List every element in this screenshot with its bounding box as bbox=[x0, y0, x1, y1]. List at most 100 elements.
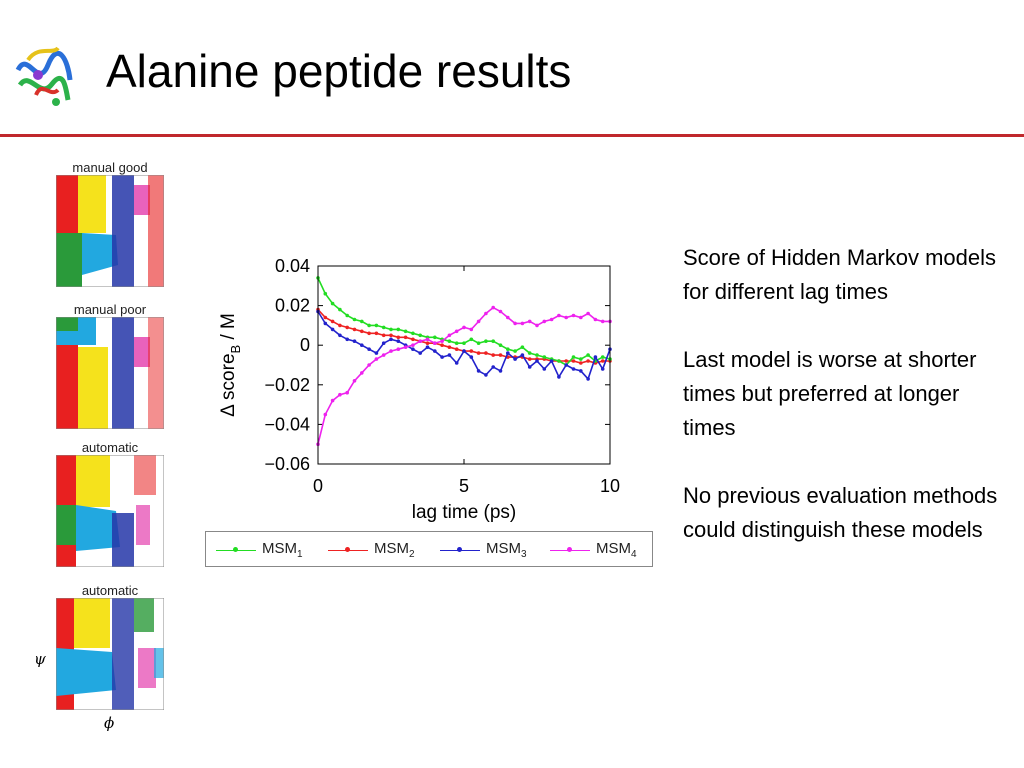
series-msm3-point bbox=[418, 351, 422, 355]
series-msm2-point bbox=[367, 331, 371, 336]
series-msm1-point bbox=[330, 301, 335, 306]
series-msm4-point bbox=[462, 325, 466, 330]
series-msm3-point bbox=[564, 363, 568, 367]
series-msm1-point bbox=[600, 355, 605, 359]
series-msm3-point bbox=[454, 361, 459, 365]
series-msm4-point bbox=[367, 363, 371, 367]
series-msm4-point bbox=[484, 311, 488, 316]
series-msm4-point bbox=[352, 379, 357, 383]
series-msm3-point bbox=[447, 353, 452, 357]
series-msm2-point bbox=[374, 331, 379, 336]
legend-swatch bbox=[216, 547, 256, 552]
series-msm1-point bbox=[454, 341, 459, 345]
series-msm4-point bbox=[330, 398, 335, 403]
series-msm1-point bbox=[535, 353, 539, 357]
series-msm4-point bbox=[520, 321, 525, 326]
y-tick-label: 0.02 bbox=[275, 296, 310, 316]
series-msm2-point bbox=[323, 315, 328, 320]
series-msm1-point bbox=[491, 339, 496, 343]
series-msm4-point bbox=[440, 339, 444, 343]
series-msm4-point bbox=[535, 323, 539, 328]
series-msm3-point bbox=[396, 339, 401, 343]
series-msm1-point bbox=[374, 323, 379, 328]
series-msm3-point bbox=[433, 349, 437, 353]
series-msm1-point bbox=[520, 345, 525, 349]
series-msm3-point bbox=[520, 353, 525, 357]
series-msm4-point bbox=[433, 341, 437, 345]
series-msm2-point bbox=[396, 335, 401, 340]
series-msm4-point bbox=[571, 313, 576, 318]
state-map-image bbox=[56, 455, 164, 567]
series-msm2-point bbox=[352, 327, 357, 332]
series-msm3-point bbox=[557, 375, 561, 379]
lag-time-chart: −0.06 −0.04 −0.02 0 0.02 0.04 0 5 10 lag time (p… bbox=[218, 256, 620, 523]
series-msm2-point bbox=[491, 353, 496, 357]
state-map-image bbox=[56, 175, 164, 287]
series-msm4-point bbox=[345, 390, 349, 395]
series-msm1-point bbox=[403, 329, 408, 334]
series-msm3-point bbox=[367, 347, 371, 351]
series-msm1-point bbox=[579, 357, 583, 361]
series-msm2-point bbox=[425, 341, 430, 345]
series-msm4-point bbox=[403, 345, 408, 349]
panel-label: manual good bbox=[72, 160, 148, 175]
series-msm3-point bbox=[506, 351, 510, 355]
series-msm3-point bbox=[352, 339, 357, 343]
series-msm1-point bbox=[433, 335, 437, 340]
series-msm3-point bbox=[571, 367, 576, 371]
series-msm1-point bbox=[367, 323, 371, 328]
series-msm4-point bbox=[586, 311, 590, 316]
series-msm2-point bbox=[586, 359, 590, 363]
series-msm3-point bbox=[323, 321, 328, 326]
series-msm3-point bbox=[411, 347, 415, 351]
series-msm2-point bbox=[411, 337, 415, 342]
series-msm1-point bbox=[513, 349, 517, 353]
panel-manual-poor: manual poor bbox=[52, 302, 168, 429]
note-text: No previous evaluation methods could dis… bbox=[683, 483, 998, 542]
series-msm3-point bbox=[338, 333, 342, 338]
series-msm3-point bbox=[345, 337, 349, 342]
y-tick-label: −0.04 bbox=[264, 414, 310, 434]
series-msm2-point bbox=[360, 329, 364, 334]
series-msm1-point bbox=[352, 317, 357, 322]
series-msm2-point bbox=[338, 323, 342, 328]
series-msm4-point bbox=[557, 313, 561, 318]
series-msm4-point bbox=[447, 333, 452, 338]
series-msm2-point bbox=[454, 347, 459, 351]
series-msm4-point bbox=[323, 412, 328, 417]
series-msm2-point bbox=[440, 343, 444, 347]
series-msm2-point bbox=[564, 359, 568, 363]
series-msm2-point bbox=[571, 359, 576, 363]
y-axis-label-main: Δ score bbox=[218, 353, 239, 416]
state-map-image bbox=[56, 598, 164, 710]
series-msm3-point bbox=[549, 359, 554, 363]
state-map-image bbox=[56, 317, 164, 429]
series-msm2-point bbox=[469, 349, 474, 353]
series-msm3-point bbox=[491, 365, 496, 369]
title-divider bbox=[0, 134, 1024, 137]
series-msm3-point bbox=[498, 369, 503, 373]
legend-label: MSM3 bbox=[486, 540, 527, 560]
series-msm3-point bbox=[462, 349, 466, 353]
series-msm2-point bbox=[389, 333, 393, 338]
legend-swatch bbox=[328, 547, 368, 552]
series-msm1-point bbox=[418, 333, 422, 338]
slide-title: Alanine peptide results bbox=[106, 45, 572, 97]
panel-automatic-1: automatic bbox=[52, 440, 168, 567]
series-msm2-point bbox=[447, 345, 452, 349]
x-tick-label: 10 bbox=[600, 476, 620, 496]
series-msm1-point bbox=[506, 347, 510, 351]
series-msm1-point bbox=[462, 341, 466, 345]
series-msm4-point bbox=[411, 343, 415, 347]
series-msm1-point bbox=[571, 355, 576, 359]
series-msm1-point bbox=[476, 341, 481, 345]
x-axis-label: lag time (ps) bbox=[412, 502, 517, 523]
series-msm4-point bbox=[579, 315, 583, 320]
legend-swatch bbox=[440, 547, 480, 552]
series-msm4-point bbox=[418, 339, 422, 343]
series-msm4-point bbox=[454, 329, 459, 334]
legend-label: MSM4 bbox=[596, 540, 637, 560]
series-msm2-point bbox=[345, 325, 349, 330]
series-msm1-point bbox=[469, 337, 474, 342]
series-msm4-point bbox=[469, 327, 474, 332]
